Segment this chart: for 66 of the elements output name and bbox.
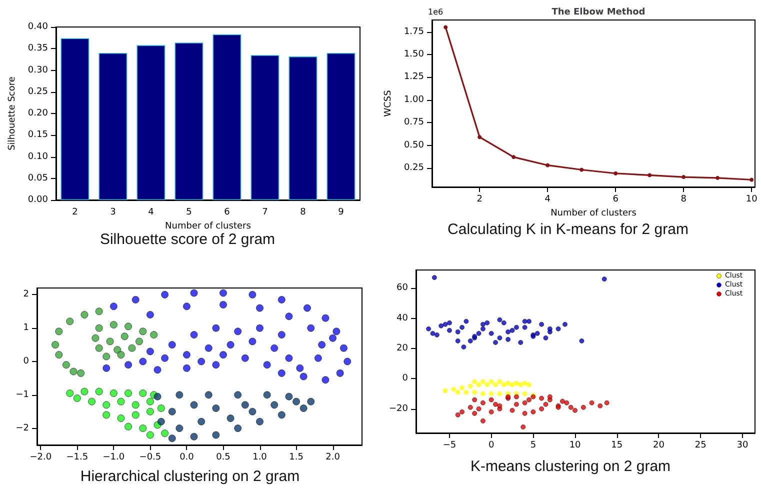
x-axis-title: Number of clusters <box>550 208 637 218</box>
x-tick-label: 7 <box>262 208 268 218</box>
text: Hierarchical clustering on 2 gram <box>80 468 300 485</box>
x-tick-label: 8 <box>300 208 306 218</box>
y-tick-label: 0.10 <box>28 152 48 162</box>
x-tick-label: 1.0 <box>252 452 268 462</box>
x-tick-label: −1.0 <box>102 452 125 462</box>
x-tick-label: 25 <box>694 440 706 450</box>
text: Calculating K in K-means for 2 gram <box>448 221 688 238</box>
x-axis-title: Number of clusters <box>165 221 252 232</box>
x-tick-label: 5 <box>530 440 536 450</box>
y-tick-label: 0.25 <box>28 86 48 97</box>
y-tick-label: 0.15 <box>28 130 48 140</box>
y-tick-label: 40 <box>396 313 408 324</box>
y-tick-label: 0.35 <box>28 44 48 54</box>
x-tick-label: −0.5 <box>139 452 162 462</box>
y-tick-label: −1 <box>16 390 29 400</box>
y-axis-title: Silhouette Score <box>8 76 18 150</box>
y-tick-label: 1.00 <box>404 94 424 105</box>
text: 1e6 <box>428 8 444 16</box>
text: K-means clustering on 2 gram <box>470 458 671 475</box>
y-tick-label: 1.25 <box>404 72 424 82</box>
y-tick-label: 0 <box>402 374 408 384</box>
y-tick-label: 1.50 <box>404 49 424 60</box>
x-tick-label: 6 <box>612 194 619 204</box>
y-tick-label: 0.05 <box>28 173 48 184</box>
x-tick-label: 20 <box>653 440 665 450</box>
x-tick-label: 30 <box>736 440 748 450</box>
y-tick-label: −20 <box>389 404 408 414</box>
x-tick-label: 6 <box>224 208 230 218</box>
y-tick-label: 0 <box>23 356 30 366</box>
y-tick-label: 60 <box>396 283 408 294</box>
y-tick-label: 0.20 <box>28 108 48 118</box>
y-tick-label: 0.50 <box>404 140 424 150</box>
x-tick-label: −1.5 <box>66 452 88 462</box>
x-tick-label: 5 <box>186 208 192 218</box>
x-tick-label: −2.0 <box>30 452 52 462</box>
x-tick-label: 0.0 <box>180 452 194 462</box>
x-tick-label: 2 <box>476 194 482 204</box>
y-axis-title: WCSS <box>384 90 394 117</box>
y-tick-label: 1.75 <box>404 26 424 37</box>
x-tick-label: 8 <box>680 194 687 204</box>
x-tick-label: 1.5 <box>289 452 304 462</box>
x-tick-label: 2.0 <box>326 452 340 462</box>
x-tick-label: 0 <box>488 440 494 450</box>
x-tick-label: 4 <box>544 194 551 204</box>
chart-title: The Elbow Method <box>552 8 646 18</box>
x-tick-label: 10 <box>569 440 582 450</box>
x-tick-label: 0.5 <box>216 452 230 462</box>
x-tick-label: 3 <box>110 208 116 218</box>
x-tick-label: 4 <box>148 208 154 218</box>
y-tick-label: 0.40 <box>28 22 48 32</box>
y-tick-label: 20 <box>396 343 408 354</box>
text: Silhouette score of 2 gram <box>100 231 276 248</box>
x-tick-label: −5 <box>442 440 456 450</box>
x-tick-label: 2 <box>72 208 78 218</box>
y-tick-label: 1 <box>23 323 29 334</box>
y-tick-label: 0.00 <box>28 195 48 205</box>
y-tick-label: 2 <box>23 290 29 300</box>
x-tick-label: 10 <box>746 194 758 204</box>
y-tick-label: 0.75 <box>404 118 424 128</box>
y-tick-label: −2 <box>16 423 29 434</box>
y-tick-label: 0.25 <box>404 162 424 173</box>
y-tick-label: 0.30 <box>28 65 48 76</box>
x-tick-label: 15 <box>611 440 623 450</box>
x-tick-label: 9 <box>338 208 344 218</box>
